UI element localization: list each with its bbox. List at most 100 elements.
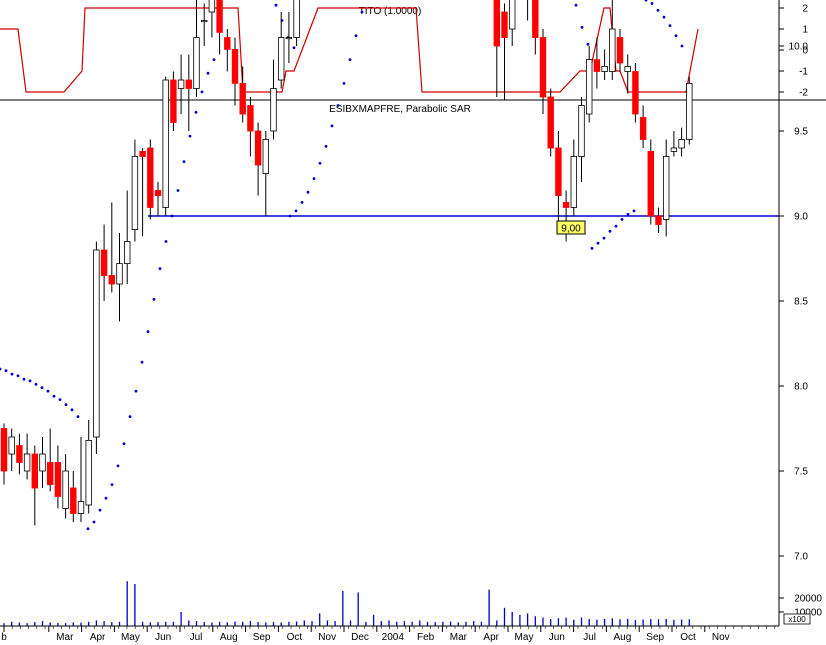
candlestick [686, 76, 693, 145]
candle-body-up [624, 66, 631, 72]
candle-body-up [262, 139, 269, 174]
candlestick [139, 148, 146, 237]
candle-body-down [655, 215, 662, 225]
volume-unit-box [783, 613, 811, 625]
candle-body-down [562, 201, 570, 208]
sar-dot [614, 224, 618, 228]
sar-dot [22, 377, 26, 381]
sar-dot [650, 2, 654, 5]
candle-body-down [216, 0, 223, 33]
candle-body-down [70, 487, 77, 514]
candlestick [70, 471, 77, 522]
x-tick-label: Feb [417, 632, 435, 643]
candlestick [62, 454, 69, 519]
indicator-tick-label: -2 [799, 88, 808, 99]
candle-body-down [532, 0, 539, 38]
candlestick [108, 202, 115, 293]
candle-body-down [224, 37, 231, 50]
candlestick [185, 54, 192, 131]
x-tick-label: May [121, 632, 140, 643]
sar-dot [86, 527, 90, 531]
candlestick [270, 59, 277, 140]
parabolic-sar-dots [0, 0, 684, 531]
candlestick [601, 49, 608, 80]
price-panel: ESIBXMAPFRE, Parabolic SAR 7.0 7.5 8.0 8.5 9… [0, 0, 808, 563]
candlestick [116, 233, 123, 322]
candle-body-up [85, 439, 92, 506]
sar-dot [680, 44, 684, 48]
sar-dot [116, 464, 120, 468]
volume-panel: 20000 10000 x100 [3, 581, 822, 626]
sar-dot [318, 161, 322, 165]
candle-body-up [586, 59, 593, 115]
candle-body-down [139, 150, 146, 157]
candlestick [586, 46, 593, 123]
candle-body-up [670, 147, 678, 152]
candle-body-up [39, 453, 46, 472]
sar-dot [0, 367, 2, 371]
indicator-tick-label: -1 [799, 67, 808, 78]
indicator-tick-label: 0 [802, 46, 808, 57]
x-tick-label: Oct [680, 632, 696, 643]
price-tick-label: 10.0 [789, 42, 809, 53]
candle-body-down [170, 79, 177, 123]
candlestick [54, 445, 62, 509]
indicator-title: TITO (1.0000) [359, 6, 422, 17]
sar-dot [10, 372, 14, 376]
candle-body-down [593, 59, 601, 72]
sar-dot [586, 42, 590, 46]
price-y-axis: 7.07.58.08.59.09.510.010.511.011.512.012… [779, 42, 809, 563]
sar-dot [330, 124, 334, 128]
indicator-tick-label: 2 [802, 4, 808, 15]
candle-body-up [62, 470, 69, 509]
price-title: ESIBXMAPFRE, Parabolic SAR [329, 104, 471, 115]
sar-dot [34, 382, 38, 386]
candlestick [647, 139, 654, 225]
x-tick-label: May [515, 632, 534, 643]
sar-dot [98, 508, 102, 512]
candle-body-down [154, 190, 162, 196]
sar-dot [58, 398, 62, 401]
candlestick [77, 437, 85, 522]
candlestick [39, 437, 46, 488]
candle-body-down [54, 462, 62, 497]
sar-dot [152, 297, 156, 301]
sar-dot [200, 90, 204, 94]
candle-body-down [108, 275, 115, 285]
candlestick [678, 127, 685, 157]
candlestick [262, 131, 269, 216]
x-tick-label: Jun [155, 632, 171, 643]
sar-dot [336, 104, 340, 107]
sar-dot [182, 160, 186, 164]
candlestick [85, 420, 92, 514]
x-tick-label: Apr [483, 632, 499, 643]
candle-body-down [47, 462, 54, 486]
sar-dot [140, 360, 144, 364]
candlestick [100, 224, 108, 301]
candlestick [93, 241, 100, 454]
candle-body-up [270, 88, 277, 132]
sar-dot [292, 46, 296, 50]
x-tick-label: Mar [56, 632, 74, 643]
candle-body-down [501, 11, 508, 38]
volume-bars [3, 581, 690, 626]
price-label-box [556, 220, 586, 235]
price-tick-label: 9.5 [794, 127, 808, 138]
sar-dot [348, 58, 352, 61]
candlestick [193, 0, 200, 97]
candle-body-down [616, 37, 624, 64]
price-tick-label: 8.5 [794, 297, 808, 308]
sar-dot [70, 408, 74, 412]
sar-dot [4, 369, 8, 373]
candle-body-up [285, 37, 293, 40]
price-tick-label: 8.0 [794, 382, 808, 393]
candle-body-down [539, 37, 547, 98]
sar-dot [324, 144, 328, 148]
indicator-y-axis: 2 1 0 -1 -2 [779, 4, 808, 99]
sar-dot [354, 34, 358, 38]
indicator-panel: TITO (1.0000) 2 1 0 -1 -2 [0, 4, 808, 99]
sar-dot [104, 496, 108, 500]
candle-body-down [632, 71, 639, 115]
candlestick [670, 131, 678, 157]
indicator-tick-label: 1 [802, 25, 808, 36]
